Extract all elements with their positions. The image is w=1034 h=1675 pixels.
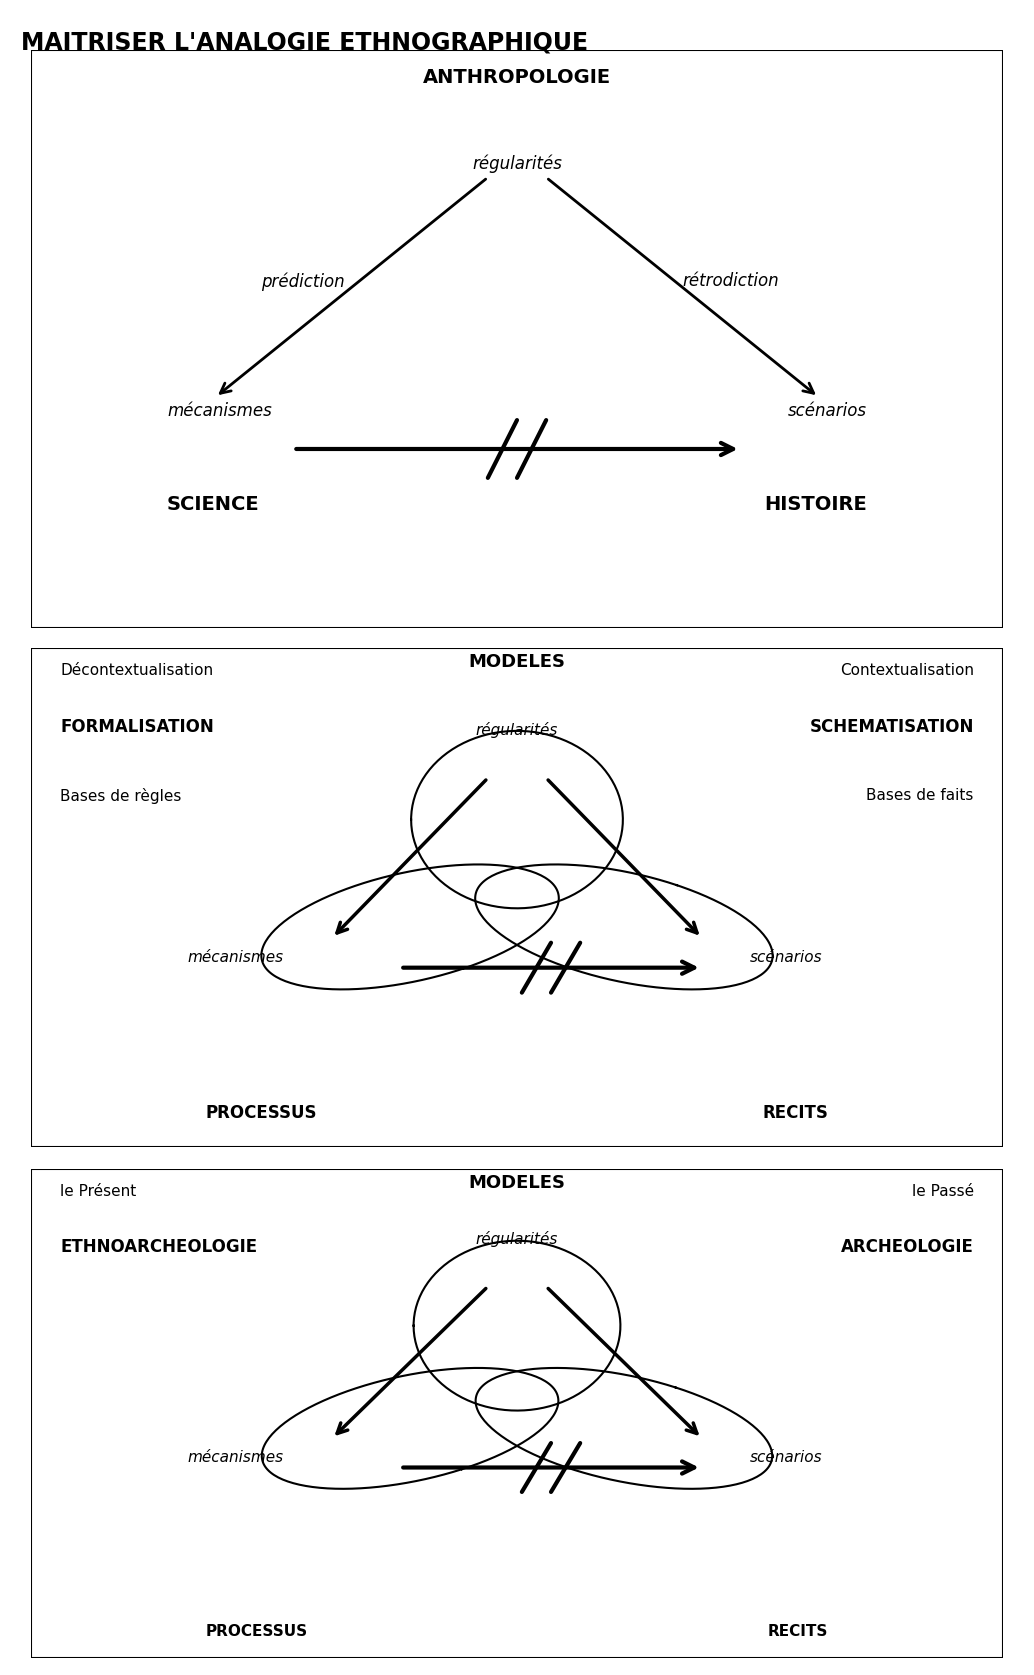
Text: SCHEMATISATION: SCHEMATISATION <box>810 719 974 735</box>
Text: ARCHEOLOGIE: ARCHEOLOGIE <box>841 1238 974 1256</box>
Text: PROCESSUS: PROCESSUS <box>206 1104 317 1122</box>
Text: PROCESSUS: PROCESSUS <box>206 1623 308 1638</box>
Text: Bases de règles: Bases de règles <box>60 787 182 804</box>
Text: ETHNOARCHEOLOGIE: ETHNOARCHEOLOGIE <box>60 1238 257 1256</box>
Text: RECITS: RECITS <box>767 1623 828 1638</box>
Text: MAITRISER L'ANALOGIE ETHNOGRAPHIQUE: MAITRISER L'ANALOGIE ETHNOGRAPHIQUE <box>21 30 587 54</box>
Text: SCIENCE: SCIENCE <box>168 496 260 514</box>
Text: Bases de faits: Bases de faits <box>866 787 974 802</box>
Text: prédiction: prédiction <box>262 271 345 291</box>
Text: scénarios: scénarios <box>751 1451 823 1466</box>
Text: scénarios: scénarios <box>751 950 823 965</box>
Text: ANTHROPOLOGIE: ANTHROPOLOGIE <box>423 67 611 87</box>
Text: régularités: régularités <box>476 1231 558 1248</box>
Text: HISTOIRE: HISTOIRE <box>764 496 866 514</box>
Text: régularités: régularités <box>473 154 561 173</box>
Text: mécanismes: mécanismes <box>168 402 272 420</box>
Text: mécanismes: mécanismes <box>187 950 283 965</box>
Text: RECITS: RECITS <box>762 1104 828 1122</box>
Text: régularités: régularités <box>476 722 558 739</box>
Text: FORMALISATION: FORMALISATION <box>60 719 214 735</box>
Text: MODELES: MODELES <box>468 653 566 672</box>
Text: scénarios: scénarios <box>788 402 866 420</box>
Text: mécanismes: mécanismes <box>187 1451 283 1466</box>
Text: Décontextualisation: Décontextualisation <box>60 663 213 678</box>
Text: Contextualisation: Contextualisation <box>840 663 974 678</box>
Text: MODELES: MODELES <box>468 1174 566 1193</box>
Text: rétrodiction: rétrodiction <box>682 273 780 290</box>
Text: le Présent: le Présent <box>60 1184 136 1199</box>
Text: le Passé: le Passé <box>912 1184 974 1199</box>
